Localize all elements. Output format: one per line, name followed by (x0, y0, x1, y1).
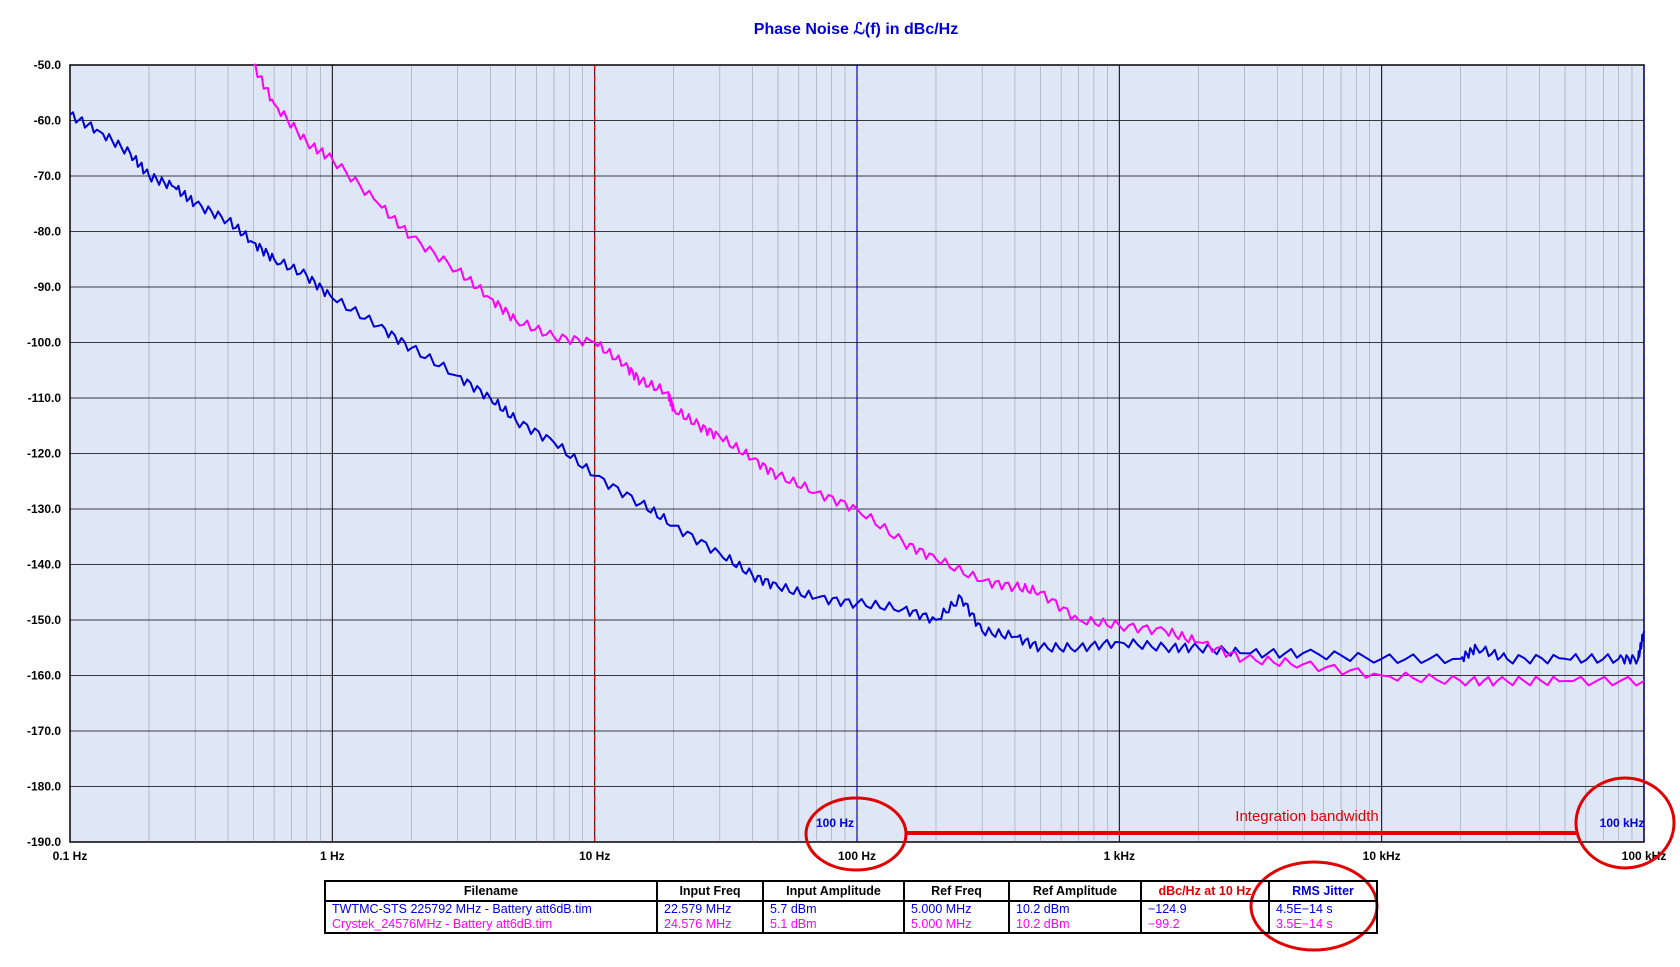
table-row: Crystek_24576MHz - Battery att6dB.tim 24… (324, 917, 1378, 934)
integration-bandwidth-label: Integration bandwidth (1235, 808, 1378, 825)
y-tick-label: -150.0 (27, 613, 61, 627)
x-tick-label: 0.1 Hz (53, 849, 88, 863)
cell-dbc-at-10hz: −99.2 (1140, 917, 1270, 934)
header-input-freq: Input Freq (656, 880, 764, 902)
cell-filename: TWTMC-STS 225792 MHz - Battery att6dB.ti… (324, 901, 658, 917)
chart-title: Phase Noise ℒ(f) in dBc/Hz (754, 21, 958, 38)
cell-input-freq: 22.579 MHz (656, 901, 764, 917)
series-line (253, 63, 1645, 687)
y-tick-label: -120.0 (27, 447, 61, 461)
y-tick-label: -80.0 (34, 225, 62, 239)
header-input-amplitude: Input Amplitude (762, 880, 905, 902)
axis-tick-labels: 0.1 Hz 1 Hz 10 Hz 100 Hz 1 kHz 10 kHz 100 kHz -… (27, 58, 1666, 863)
table-row: TWTMC-STS 225792 MHz - Battery att6dB.ti… (324, 901, 1378, 917)
measurement-table: Filename Input Freq Input Amplitude Ref … (324, 880, 1378, 934)
cell-rms-jitter: 4.5E−14 s (1268, 901, 1378, 917)
annotation-100khz: 100 kHz (1600, 816, 1645, 830)
x-tick-label: 100 Hz (838, 849, 876, 863)
circle-100khz (1574, 776, 1676, 870)
table-header-row: Filename Input Freq Input Amplitude Ref … (324, 880, 1378, 902)
x-tick-label: 1 Hz (320, 849, 345, 863)
y-tick-label: -70.0 (34, 169, 62, 183)
cell-input-amplitude: 5.1 dBm (762, 917, 905, 934)
header-dbc-at-10hz: dBc/Hz at 10 Hz (1140, 880, 1270, 902)
grid-lines (69, 64, 1645, 843)
x-tick-label: 10 Hz (579, 849, 610, 863)
header-ref-freq: Ref Freq (903, 880, 1010, 902)
header-filename: Filename (324, 880, 658, 902)
cell-input-freq: 24.576 MHz (656, 917, 764, 934)
cell-ref-amplitude: 10.2 dBm (1008, 901, 1142, 917)
y-tick-label: -60.0 (34, 114, 62, 128)
header-ref-amplitude: Ref Amplitude (1008, 880, 1142, 902)
annotation-100hz: 100 Hz (816, 816, 854, 830)
circle-100hz (804, 796, 908, 872)
y-tick-label: -130.0 (27, 502, 61, 516)
y-tick-label: -50.0 (34, 58, 62, 72)
y-tick-label: -100.0 (27, 336, 61, 350)
series-lines (69, 63, 1645, 687)
header-rms-jitter: RMS Jitter (1268, 880, 1378, 902)
y-tick-label: -160.0 (27, 669, 61, 683)
y-tick-label: -180.0 (27, 780, 61, 794)
cell-filename: Crystek_24576MHz - Battery att6dB.tim (324, 917, 658, 934)
cell-rms-jitter: 3.5E−14 s (1268, 917, 1378, 934)
y-tick-label: -110.0 (28, 391, 62, 405)
y-tick-label: -170.0 (27, 724, 61, 738)
cell-ref-freq: 5.000 MHz (903, 917, 1010, 934)
cell-dbc-at-10hz: −124.9 (1140, 901, 1270, 917)
annotations: Integration bandwidth 100 Hz 100 kHz (804, 776, 1676, 952)
cell-ref-amplitude: 10.2 dBm (1008, 917, 1142, 934)
x-tick-label: 1 kHz (1104, 849, 1135, 863)
x-tick-label: 10 kHz (1363, 849, 1401, 863)
y-tick-label: -90.0 (34, 280, 62, 294)
cell-input-amplitude: 5.7 dBm (762, 901, 905, 917)
cell-ref-freq: 5.000 MHz (903, 901, 1010, 917)
y-tick-label: -140.0 (27, 558, 61, 572)
series-line (69, 111, 1645, 665)
y-tick-label: -190.0 (27, 835, 61, 849)
